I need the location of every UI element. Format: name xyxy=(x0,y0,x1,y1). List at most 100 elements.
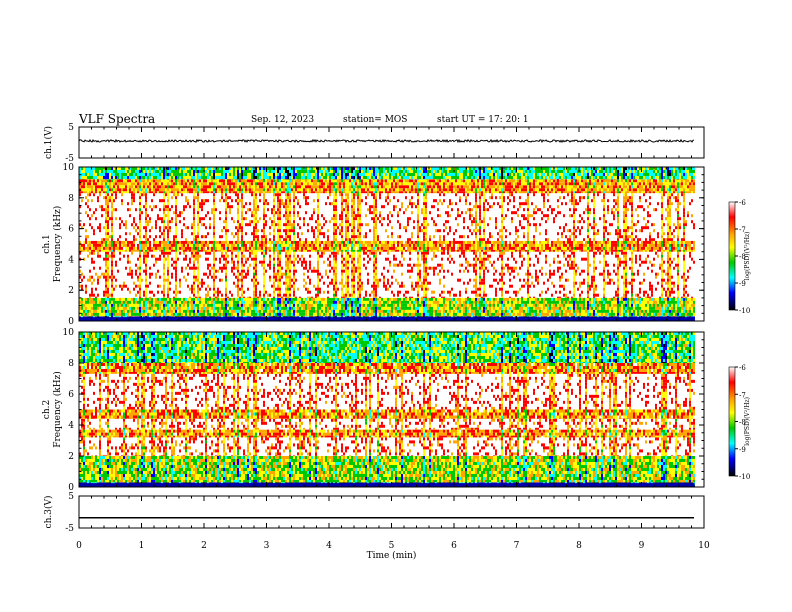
spectrogram-cell xyxy=(151,298,153,301)
spectrogram-cell xyxy=(125,238,127,241)
spectrogram-cell xyxy=(109,235,111,238)
spectrogram-cell xyxy=(125,313,127,316)
spectrogram-cell xyxy=(325,307,327,310)
spectrogram-cell xyxy=(345,298,347,301)
spectrogram-cell xyxy=(293,310,295,313)
spectrogram-cell xyxy=(135,223,137,226)
spectrogram-cell xyxy=(351,310,353,313)
spectrogram-cell xyxy=(247,188,249,191)
spectrogram-cell xyxy=(241,282,243,285)
spectrogram-cell xyxy=(295,196,297,199)
spectrogram-cell xyxy=(149,291,151,294)
spectrogram-cell xyxy=(205,304,207,307)
spectrogram-cell xyxy=(247,185,249,188)
spectrogram-cell xyxy=(279,297,281,298)
spectrogram-cell xyxy=(263,205,265,208)
spectrogram-cell xyxy=(279,179,281,182)
spectrogram-cell xyxy=(91,307,93,310)
spectrogram-cell xyxy=(205,173,207,176)
spectrogram-cell xyxy=(313,247,315,250)
spectrogram-cell xyxy=(237,226,239,229)
spectrogram-cell xyxy=(315,294,317,297)
spectrogram-cell xyxy=(111,279,113,282)
spectrogram-cell xyxy=(139,235,141,238)
spectrogram-cell xyxy=(281,273,283,276)
spectrogram-cell xyxy=(127,261,129,264)
spectrogram-cell xyxy=(345,307,347,310)
spectrogram-cell xyxy=(221,179,223,182)
spectrogram-cell xyxy=(113,313,115,316)
spectrogram-cell xyxy=(151,247,153,250)
spectrogram-cell xyxy=(273,279,275,282)
spectrogram-cell xyxy=(213,238,215,241)
spectrogram-cell xyxy=(233,191,235,193)
spectrogram-cell xyxy=(289,193,291,196)
spectrogram-cell xyxy=(177,258,179,261)
spectrogram-cell xyxy=(281,267,283,270)
spectrogram-cell xyxy=(111,288,113,291)
spectrogram-cell xyxy=(277,170,279,173)
spectrogram-cell xyxy=(231,267,233,270)
spectrogram-cell xyxy=(175,208,177,211)
spectrogram-cell xyxy=(177,247,179,250)
spectrogram-cell xyxy=(209,173,211,176)
spectrogram-cell xyxy=(143,252,145,255)
spectrogram-cell xyxy=(193,267,195,270)
spectrogram-cell xyxy=(307,176,309,179)
spectrogram-cell xyxy=(253,294,255,297)
spectrogram-cell xyxy=(121,170,123,173)
spectrogram-cell xyxy=(277,267,279,270)
spectrogram-cell xyxy=(121,199,123,202)
spectrogram-cell xyxy=(113,182,115,185)
spectrogram-cell xyxy=(147,182,149,185)
spectrogram-cell xyxy=(119,170,121,173)
spectrogram-cell xyxy=(245,173,247,176)
spectrogram-cell xyxy=(159,170,161,173)
spectrogram-cell xyxy=(289,298,291,301)
spectrogram-cell xyxy=(329,244,331,247)
spectrogram-cell xyxy=(215,313,217,316)
spectrogram-cell xyxy=(261,170,263,173)
spectrogram-cell xyxy=(323,176,325,179)
spectrogram-cell xyxy=(279,291,281,294)
spectrogram-cell xyxy=(115,241,117,244)
spectrogram-cell xyxy=(263,297,265,298)
spectrogram-cell xyxy=(85,191,87,193)
spectrogram-cell xyxy=(263,244,265,247)
spectrogram-cell xyxy=(189,244,191,247)
spectrogram-cell xyxy=(301,304,303,307)
spectrogram-cell xyxy=(101,185,103,188)
spectrogram-cell xyxy=(193,173,195,176)
spectrogram-cell xyxy=(113,276,115,279)
spectrogram-cell xyxy=(293,273,295,276)
spectrogram-cell xyxy=(319,229,321,232)
spectrogram-cell xyxy=(279,173,281,176)
spectrogram-cell xyxy=(103,250,105,252)
spectrogram-cell xyxy=(169,191,171,193)
spectrogram-cell xyxy=(279,217,281,220)
spectrogram-cell xyxy=(89,185,91,188)
spectrogram-cell xyxy=(249,188,251,191)
spectrogram-cell xyxy=(289,244,291,247)
spectrogram-cell xyxy=(127,202,129,205)
spectrogram-cell xyxy=(115,173,117,176)
spectrogram-cell xyxy=(235,313,237,316)
spectrogram-cell xyxy=(215,185,217,188)
spectrogram-cell xyxy=(263,252,265,255)
spectrogram-cell xyxy=(173,304,175,307)
spectrogram-cell xyxy=(345,223,347,226)
spectrogram-cell xyxy=(195,313,197,316)
spectrogram-cell xyxy=(179,173,181,176)
spectrogram-cell xyxy=(339,313,341,316)
spectrogram-cell xyxy=(147,247,149,250)
spectrogram-cell xyxy=(167,264,169,267)
spectrogram-cell xyxy=(143,170,145,173)
spectrogram-cell xyxy=(331,282,333,285)
spectrogram-cell xyxy=(291,241,293,244)
spectrogram-cell xyxy=(271,173,273,176)
spectrogram-cell xyxy=(165,241,167,244)
spectrogram-cell xyxy=(125,173,127,176)
spectrogram-cell xyxy=(193,247,195,250)
spectrogram-cell xyxy=(321,232,323,235)
spectrogram-cell xyxy=(167,297,169,298)
